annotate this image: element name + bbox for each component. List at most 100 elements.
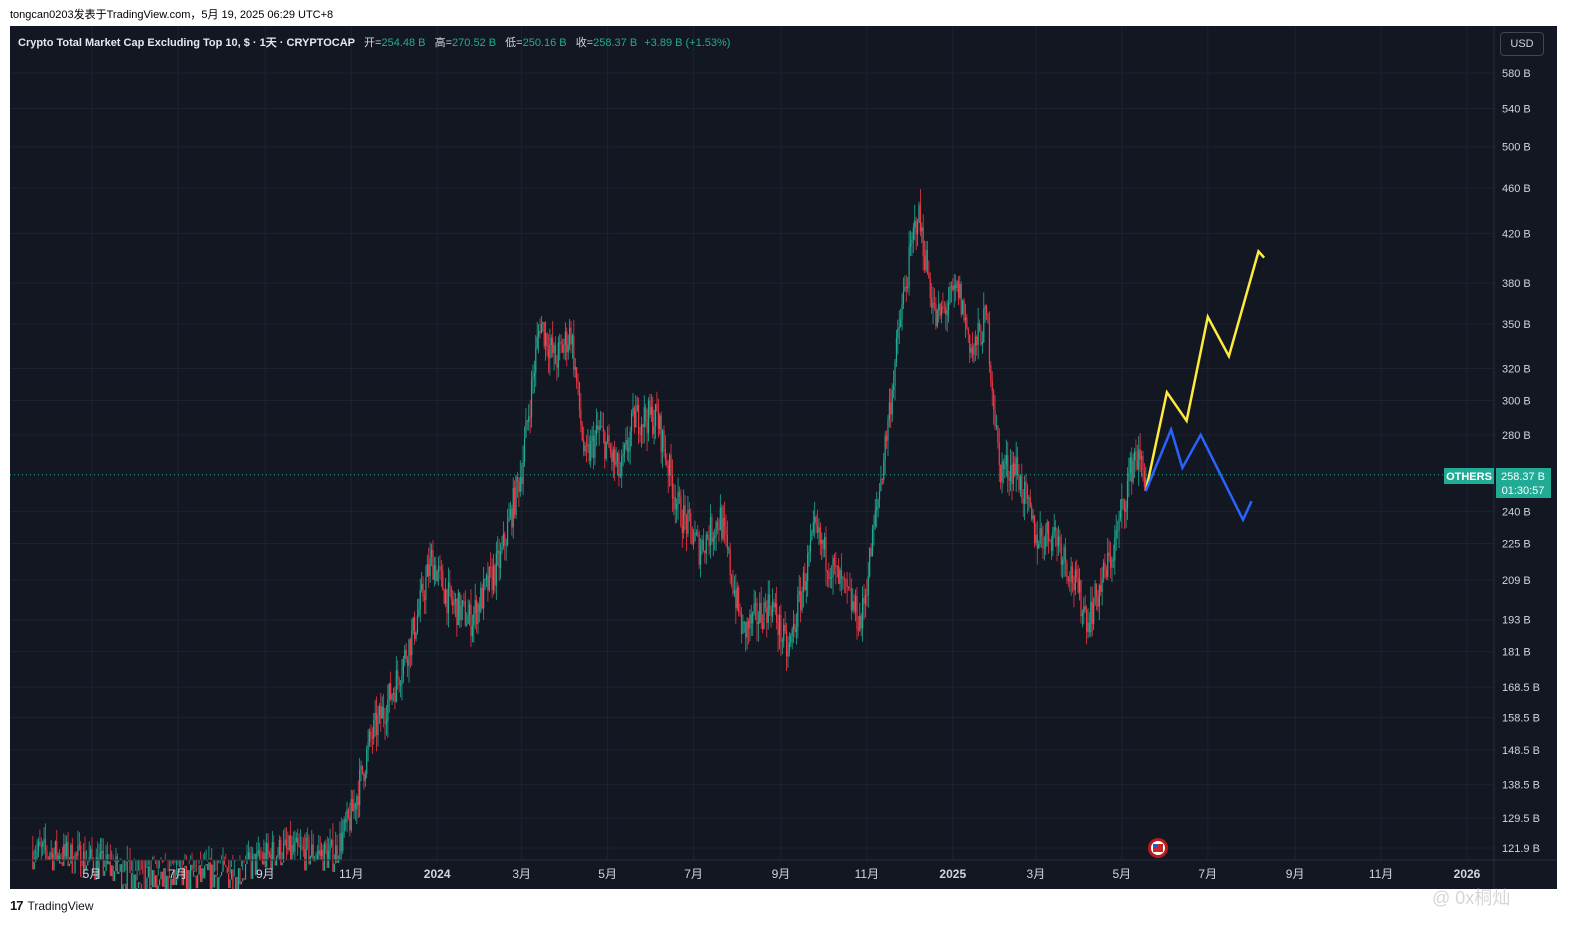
candle-body [1102, 562, 1105, 578]
candle-body [955, 285, 957, 288]
candle-body [87, 861, 89, 866]
candle-body [140, 883, 142, 889]
candle-body [539, 331, 541, 334]
candle-body [831, 577, 833, 578]
candle-body [704, 550, 706, 554]
candle-body [436, 571, 438, 582]
candle-body [401, 675, 403, 685]
candle-body [113, 871, 116, 882]
candle-body [211, 864, 213, 889]
candle-body [533, 372, 535, 377]
candle-body [759, 602, 761, 623]
candle-body [993, 390, 995, 410]
price-axis[interactable]: 580 B 540 B 500 B 460 B 420 B 380 B 350 B 320 B… [1493, 26, 1540, 889]
currency-button[interactable]: USD [1500, 32, 1544, 56]
symbol-tag: OTHERS [1446, 471, 1492, 483]
candle-body [1095, 583, 1098, 597]
candle-body [160, 871, 162, 880]
candle-body [863, 598, 865, 604]
candle-body [498, 550, 500, 568]
candle-body [669, 454, 671, 476]
candle-body [808, 551, 810, 554]
candle-body [938, 303, 940, 310]
candle-body [1046, 521, 1048, 534]
candle-body [290, 835, 292, 860]
price-tick-label: 280 B [1502, 430, 1531, 442]
candle-body [494, 565, 496, 586]
candle-body [50, 852, 52, 857]
chart-pane[interactable]: 580 B 540 B 500 B 460 B 420 B 380 B 350 B 320 B… [10, 26, 1557, 889]
candle-body [753, 604, 755, 613]
candle-body [36, 850, 38, 859]
candle-body [180, 867, 182, 870]
candle-body [428, 564, 430, 576]
candle-body [171, 878, 173, 886]
candle-body [807, 553, 809, 582]
price-chart[interactable]: 580 B 540 B 500 B 460 B 420 B 380 B 350 B 320 B… [10, 26, 1557, 889]
candles [32, 189, 1147, 889]
candle-body [752, 612, 754, 624]
candle-body [480, 587, 482, 612]
candle-body [862, 598, 864, 629]
candle-body [880, 479, 882, 492]
candle-body [1066, 563, 1068, 577]
candle-body [495, 552, 497, 586]
candle-body [1138, 449, 1140, 470]
candle-body [1057, 536, 1060, 547]
candle-body [918, 204, 920, 223]
candle-body [763, 602, 765, 629]
candle-body [553, 344, 555, 354]
candle-body [388, 683, 390, 700]
candle-body [280, 840, 282, 866]
us-flag-event-icon[interactable] [1148, 838, 1168, 858]
candle-body [326, 849, 328, 868]
time-axis[interactable]: 5月 7月 9月 11月 2024 3月 5月 7月 9月 11月 2025 3月 5月 7月 9月 11月 2… [10, 859, 1557, 881]
candle-body [852, 601, 854, 610]
candle-body [222, 859, 224, 872]
candle-body [377, 715, 379, 736]
candle-body [56, 841, 58, 862]
candle-body [230, 869, 233, 880]
candle-body [122, 884, 124, 889]
candle-body [474, 600, 476, 614]
candle-body [995, 425, 998, 427]
candle-body [659, 415, 661, 429]
candle-body [1022, 497, 1024, 504]
candle-body [257, 850, 259, 854]
tradingview-logo-icon: 17 [10, 898, 24, 913]
candle-body [1135, 451, 1137, 460]
candle-body [1063, 547, 1065, 560]
candle-body [202, 868, 204, 879]
candle-body [592, 435, 595, 458]
candle-body [228, 873, 230, 888]
candle-body [208, 862, 210, 871]
candle-body [736, 587, 738, 609]
candle-body [461, 600, 464, 606]
price-tick-label: 540 B [1502, 104, 1531, 116]
candle-body [909, 243, 912, 247]
candle-body [670, 454, 672, 476]
time-tick-label: 11月 [1369, 867, 1393, 881]
high-label: 高= [434, 37, 453, 49]
candle-body [511, 508, 513, 528]
candle-body [740, 612, 743, 634]
candle-body [1077, 577, 1079, 593]
candle-body [709, 517, 712, 546]
chart-legend: Crypto Total Market Cap Excluding Top 10… [18, 34, 730, 50]
candle-body [1000, 464, 1002, 483]
candle-body [188, 870, 190, 889]
candle-body [509, 508, 512, 517]
open-value: 254.48 B [381, 37, 426, 49]
candle-body [652, 407, 654, 435]
candle-body [508, 516, 510, 522]
candle-body [57, 855, 59, 862]
price-tick-label: 380 B [1502, 278, 1531, 290]
candle-body [33, 862, 35, 870]
candle-body [654, 404, 657, 426]
candle-body [339, 833, 341, 861]
candle-body [908, 246, 910, 288]
candle-body [416, 615, 419, 632]
candle-body [58, 855, 61, 864]
candle-body [368, 731, 371, 742]
candle-body [846, 579, 848, 587]
